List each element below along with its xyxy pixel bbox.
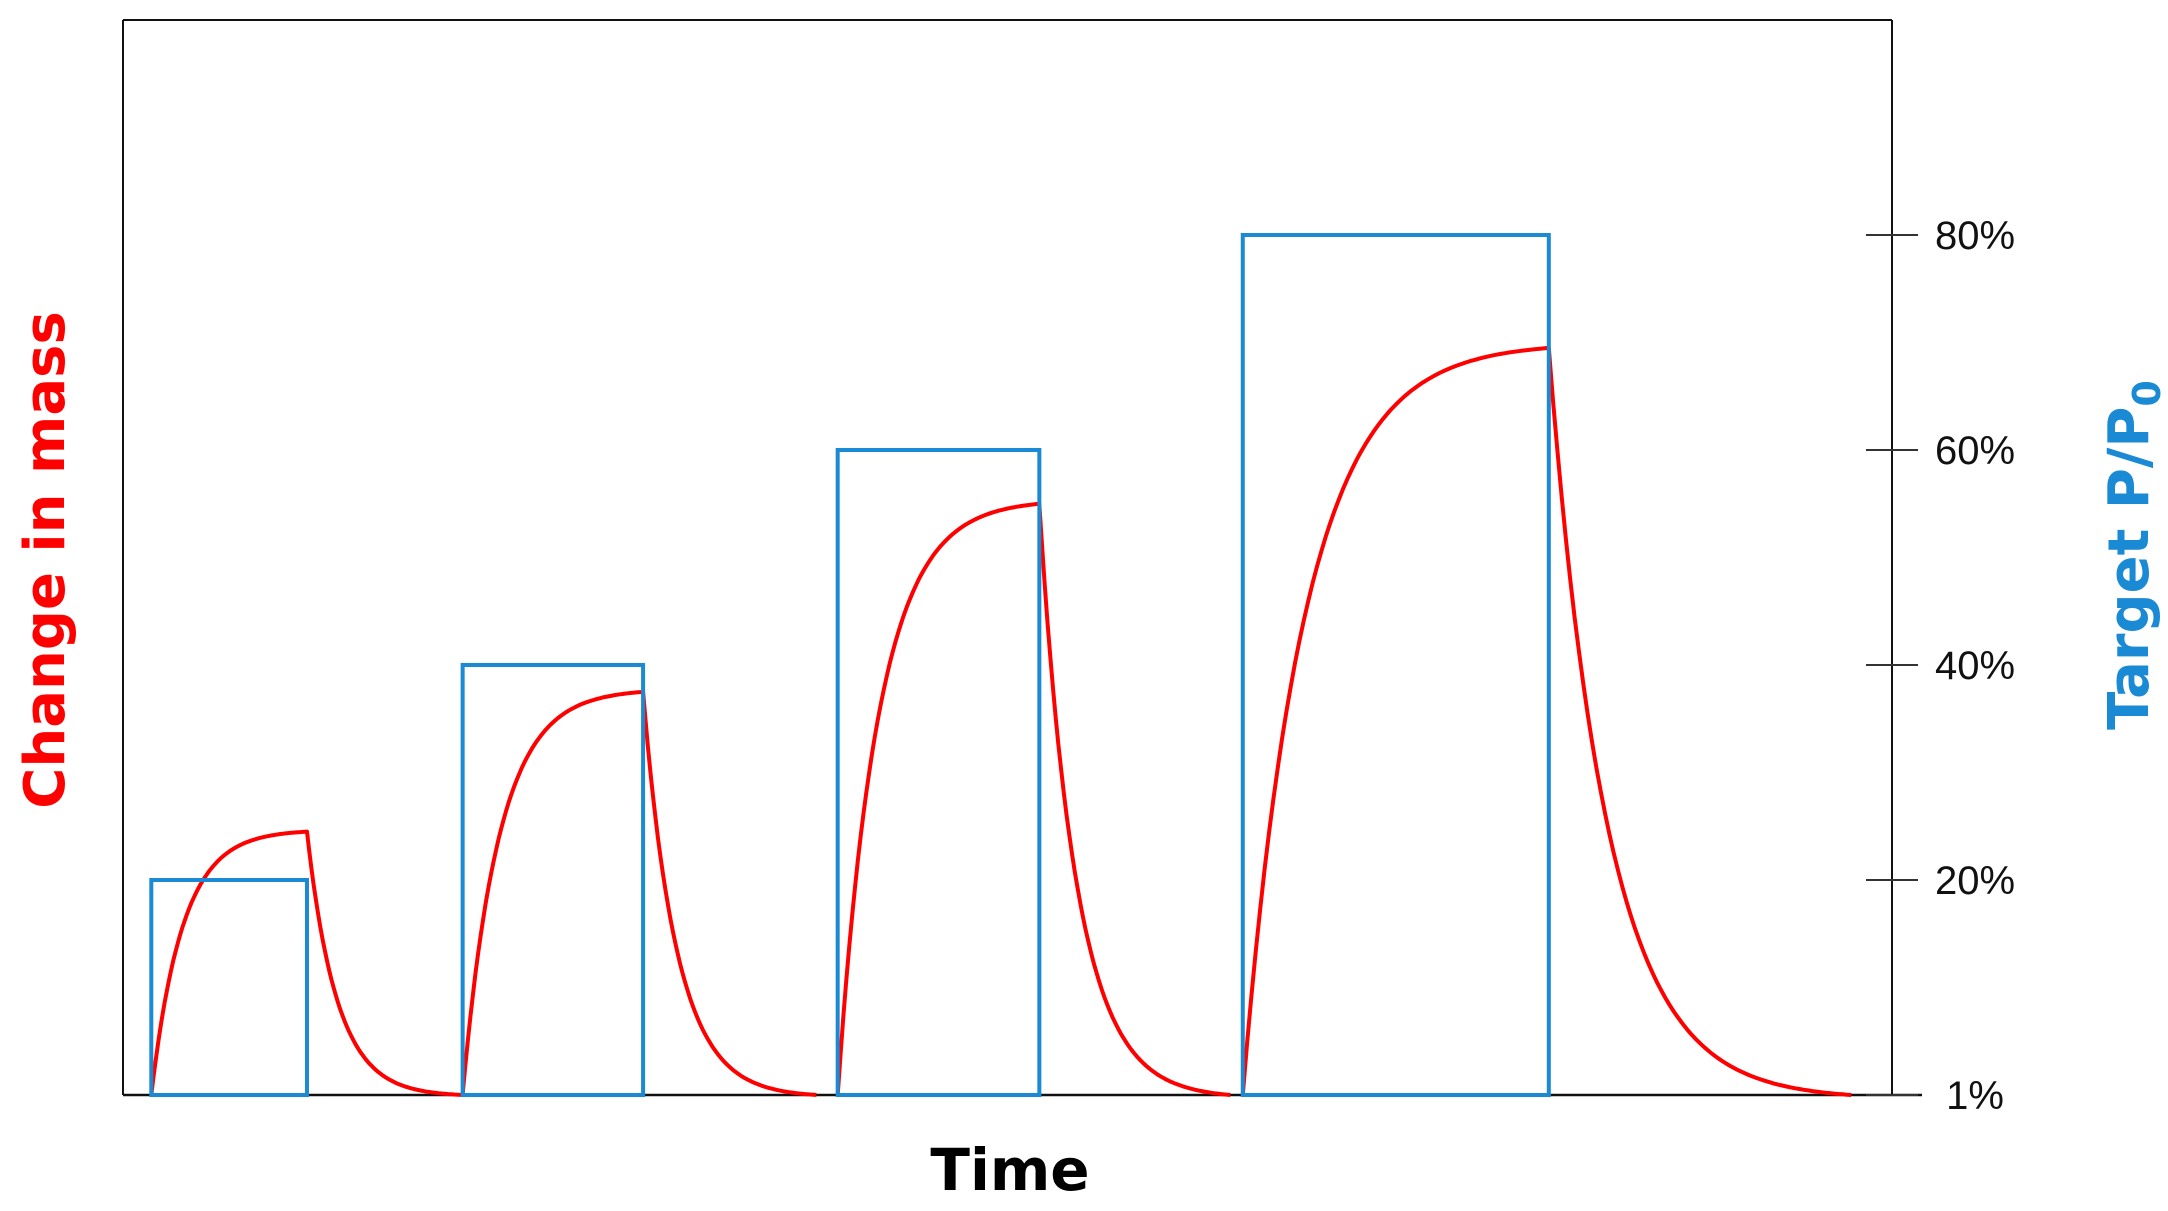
right-axis-label-main: Target P/P [2097, 407, 2162, 730]
right-axis-label-subscript: 0 [2125, 380, 2168, 406]
right-tick-label: 80% [1935, 214, 2015, 258]
target-step [149, 878, 309, 1097]
target-step [1240, 233, 1551, 1097]
left-axis-label: Change in mass [13, 311, 78, 809]
right-axis: 1% 20% 40% 60% 80% [1866, 214, 2015, 1118]
x-axis-label: Time [930, 1136, 1089, 1204]
series-layer [149, 233, 1852, 1097]
mass-curve-cycle [460, 689, 817, 1097]
right-tick-label: 40% [1935, 644, 2015, 688]
mass-curve-cycle [835, 501, 1231, 1097]
right-axis-label: Target P/P0 [2097, 380, 2168, 730]
right-tick-label: 60% [1935, 429, 2015, 473]
target-step [460, 663, 646, 1097]
target-step [835, 448, 1042, 1097]
right-tick-label: 1% [1946, 1074, 2004, 1118]
right-tick-label: 20% [1935, 859, 2015, 903]
plot-frame [122, 19, 1922, 1097]
